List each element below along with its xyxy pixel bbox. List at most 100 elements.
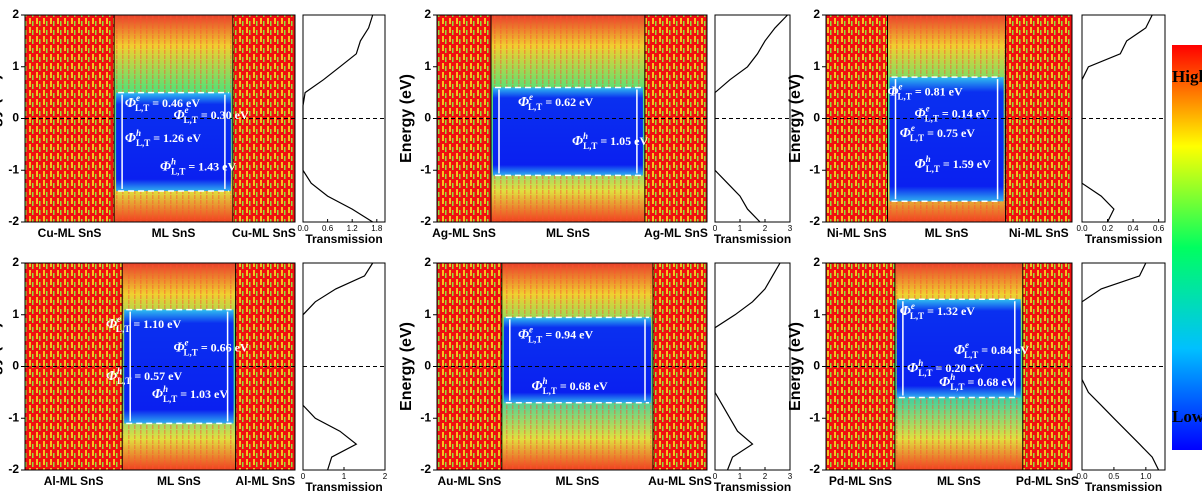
region-label: Cu-ML SnS (38, 226, 102, 240)
barrier-annotation: Φe L,T = 0.46 eV (125, 93, 200, 113)
y-tick-label: 1 (813, 59, 820, 73)
barrier-annotation: Φh L,T = 0.68 eV (532, 376, 608, 396)
plot-frame (302, 14, 386, 223)
subscript: L,T (136, 138, 150, 148)
barrier-annotation: Φh L,T = 1.26 eV (125, 128, 201, 148)
value-text: = 0.66 eV (201, 340, 249, 354)
symbol: Φ (532, 379, 543, 394)
value-text: = 1.03 eV (180, 387, 228, 401)
value-text: = 0.20 eV (936, 361, 984, 375)
x-tick-label: 0.4 (1128, 224, 1140, 233)
symbol: Φ (900, 304, 911, 319)
band-gap (493, 87, 643, 176)
x-tick-label: 1 (738, 224, 743, 233)
superscript: e (899, 82, 903, 92)
symbol: Φ (888, 85, 899, 100)
value-text: = 0.68 eV (967, 375, 1015, 389)
barrier-annotation: Φh L,T = 1.05 eV (572, 131, 648, 151)
y-tick-label: -2 (809, 214, 820, 228)
y-tick-label: 1 (12, 307, 19, 321)
y-tick-label: -1 (809, 162, 820, 176)
region-label: Ni-ML SnS (1009, 226, 1069, 240)
region-label: ML SnS (925, 226, 969, 240)
region-label: ML SnS (157, 474, 201, 488)
x-tick-label: 1.2 (347, 224, 359, 233)
symbol: Φ (900, 126, 911, 141)
colorbar (1172, 45, 1202, 450)
x-axis-label: Transmission (1085, 232, 1162, 246)
barrier-annotation: Φh L,T = 0.68 eV (939, 372, 1015, 392)
symbol: Φ (125, 131, 136, 146)
barrier-annotation: Φh L,T = 1.43 eV (160, 157, 236, 177)
symbol: Φ (152, 387, 163, 402)
symbol: Φ (160, 160, 171, 175)
x-tick-label: 1.8 (371, 224, 383, 233)
subscript: L,T (171, 167, 185, 177)
subscript: L,T (135, 103, 149, 113)
region-label: Al-ML SnS (235, 474, 295, 488)
subscript: L,T (950, 382, 964, 392)
symbol: Φ (174, 341, 185, 356)
x-tick-label: 2 (763, 472, 768, 481)
region-label: ML SnS (556, 474, 600, 488)
y-tick-label: 2 (424, 255, 431, 269)
x-tick-label: 3 (788, 472, 793, 481)
y-tick-label: -1 (809, 410, 820, 424)
symbol: Φ (907, 361, 918, 376)
region-label: ML SnS (152, 226, 196, 240)
transmission-line (714, 14, 788, 223)
subscript: L,T (117, 376, 131, 386)
symbol: Φ (939, 375, 950, 390)
x-tick-label: 1 (342, 472, 347, 481)
barrier-annotation: Φe L,T = 0.84 eV (954, 340, 1029, 360)
y-tick-label: -1 (8, 162, 19, 176)
subscript: L,T (910, 133, 924, 143)
value-text: = 0.94 eV (545, 327, 593, 341)
region-label: Au-ML SnS (648, 474, 712, 488)
value-text: = 1.26 eV (153, 131, 201, 145)
band-gap (889, 77, 1004, 202)
superscript: e (117, 314, 121, 324)
barrier-annotation: Φh L,T = 1.03 eV (152, 384, 228, 404)
subscript: L,T (184, 115, 198, 125)
y-axis-label: Energy (eV) (398, 74, 415, 163)
region-label: Pd-ML SnS (829, 474, 892, 488)
region-label: Ag-ML SnS (644, 226, 708, 240)
barrier-annotation: Φe L,T = 1.32 eV (900, 301, 975, 321)
value-text: = 1.43 eV (188, 159, 236, 173)
barrier-annotation: Φe L,T = 0.14 eV (915, 103, 990, 123)
subscript: L,T (184, 347, 198, 357)
y-tick-label: -1 (420, 410, 431, 424)
symbol: Φ (954, 343, 965, 358)
x-tick-label: 2 (383, 472, 388, 481)
value-text: = 0.68 eV (560, 379, 608, 393)
subscript: L,T (898, 92, 912, 102)
superscript: h (163, 384, 168, 394)
superscript: e (965, 340, 969, 350)
transmission-line (1081, 262, 1160, 471)
symbol: Φ (106, 317, 117, 332)
symbol: Φ (915, 157, 926, 172)
subscript: L,T (583, 141, 597, 151)
value-text: = 0.57 eV (134, 369, 182, 383)
symbol: Φ (125, 96, 136, 111)
y-tick-label: 2 (424, 7, 431, 21)
y-tick-label: 2 (12, 7, 19, 21)
y-tick-label: -1 (420, 162, 431, 176)
superscript: e (136, 93, 140, 103)
x-axis-label: Transmission (714, 232, 791, 246)
y-axis-label: Energy (eV) (0, 322, 3, 411)
superscript: e (529, 92, 533, 102)
region-label: Pd-ML SnS (1016, 474, 1079, 488)
band-gap (896, 299, 1021, 398)
y-tick-label: 0 (813, 359, 820, 373)
value-text: = 0.84 eV (981, 343, 1029, 357)
subscript: L,T (528, 335, 542, 345)
region-label: Cu-ML SnS (232, 226, 296, 240)
x-tick-label: 0.6 (322, 224, 334, 233)
value-text: = 0.46 eV (152, 96, 200, 110)
region-label: ML SnS (546, 226, 590, 240)
barrier-annotation: Φe L,T = 0.81 eV (888, 82, 963, 102)
superscript: h (543, 376, 548, 386)
